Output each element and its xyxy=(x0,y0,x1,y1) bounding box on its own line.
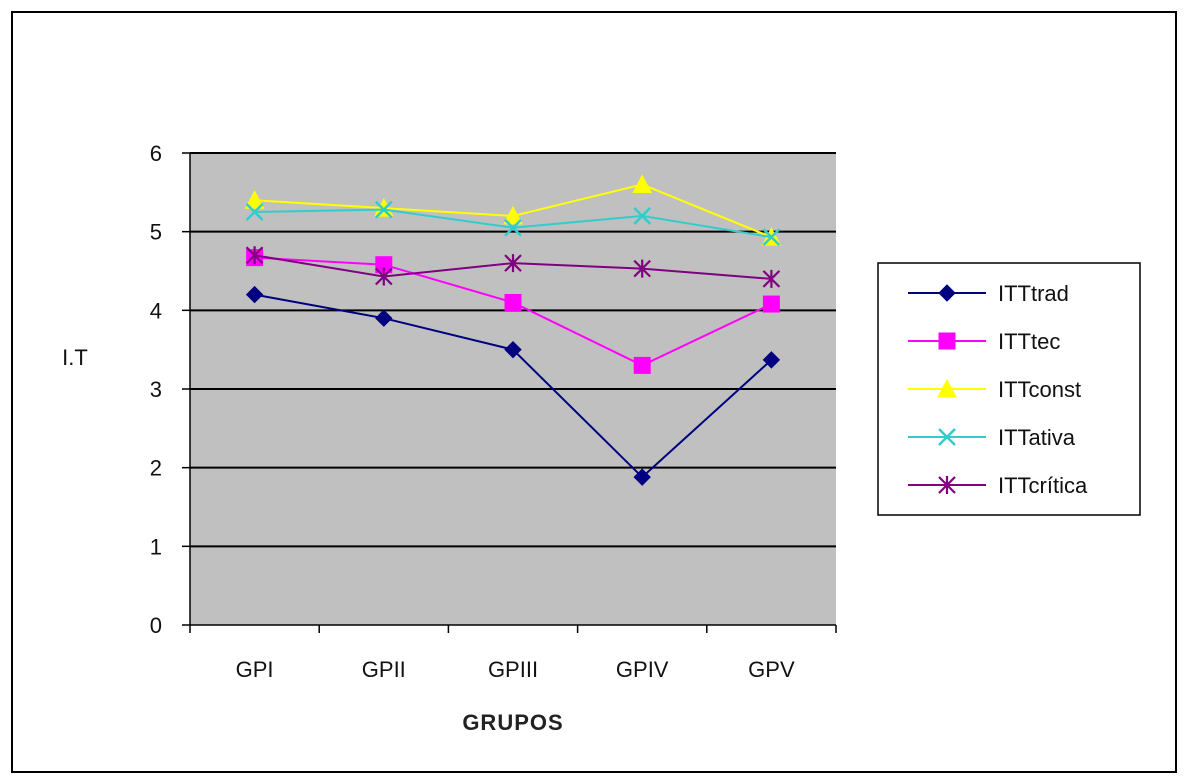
x-tick-label: GPV xyxy=(748,657,795,682)
data-point xyxy=(633,356,651,374)
legend-marker xyxy=(938,476,956,494)
series-ITTtec xyxy=(246,249,780,374)
x-tick-label: GPIII xyxy=(488,657,538,682)
series-ITTativa xyxy=(245,200,781,247)
gridlines xyxy=(190,152,836,548)
legend-item: ITTativa xyxy=(908,425,1076,450)
data-point xyxy=(375,309,393,327)
data-point xyxy=(504,293,522,311)
legend-label: ITTcrítica xyxy=(998,473,1088,498)
data-point xyxy=(373,197,394,217)
legend-item: ITTtrad xyxy=(908,281,1069,306)
legend-marker xyxy=(938,284,956,302)
data-point xyxy=(504,218,522,237)
legend: ITTtrad ITTtec ITTconst ITTativa ITTcrítica xyxy=(877,262,1141,516)
legend-item: ITTconst xyxy=(908,377,1081,402)
y-tick-label: 3 xyxy=(150,377,162,402)
data-point xyxy=(633,468,651,486)
data-point xyxy=(503,205,523,225)
legend-marker xyxy=(938,428,956,446)
data-point xyxy=(762,295,780,313)
data-point xyxy=(504,340,522,359)
x-axis-title: GRUPOS xyxy=(462,710,563,735)
data-point xyxy=(374,200,393,219)
x-tick-label: GPIV xyxy=(616,657,669,682)
data-point xyxy=(504,254,522,273)
legend-item: ITTcrítica xyxy=(908,473,1088,498)
series-ITTcrítica xyxy=(245,246,781,288)
data-point xyxy=(375,267,393,286)
series-layer xyxy=(244,174,782,486)
y-tick-label: 4 xyxy=(150,298,162,323)
y-tick-label: 5 xyxy=(150,220,162,245)
x-tick-label: GPI xyxy=(236,657,274,682)
data-point xyxy=(762,228,781,247)
legend-item: ITTtec xyxy=(908,329,1060,354)
y-tick-label: 6 xyxy=(150,141,162,166)
data-point xyxy=(633,207,652,225)
legend-label: ITTconst xyxy=(998,377,1081,402)
data-point xyxy=(245,203,264,221)
y-tick-label: 1 xyxy=(150,534,162,559)
legend-label: ITTtrad xyxy=(998,281,1069,306)
x-tick-label: GPII xyxy=(362,657,406,682)
data-point xyxy=(762,269,781,288)
axes: 0 1 2 3 4 5 6 GPI GPII GPIII GPIV GPV xyxy=(150,141,837,682)
series-ITTtrad xyxy=(245,285,781,486)
data-point xyxy=(244,190,265,209)
data-point xyxy=(762,351,781,369)
legend-label: ITTtec xyxy=(998,329,1060,354)
legend-marker xyxy=(938,332,956,350)
y-tick-label: 0 xyxy=(150,613,162,638)
legend-label: ITTativa xyxy=(998,425,1076,450)
y-axis-title: I.T xyxy=(62,345,88,370)
data-point xyxy=(633,259,651,278)
legend-marker xyxy=(937,378,957,398)
data-point xyxy=(245,285,264,304)
data-point xyxy=(632,174,653,193)
data-point xyxy=(245,246,264,265)
y-tick-label: 2 xyxy=(150,456,162,481)
